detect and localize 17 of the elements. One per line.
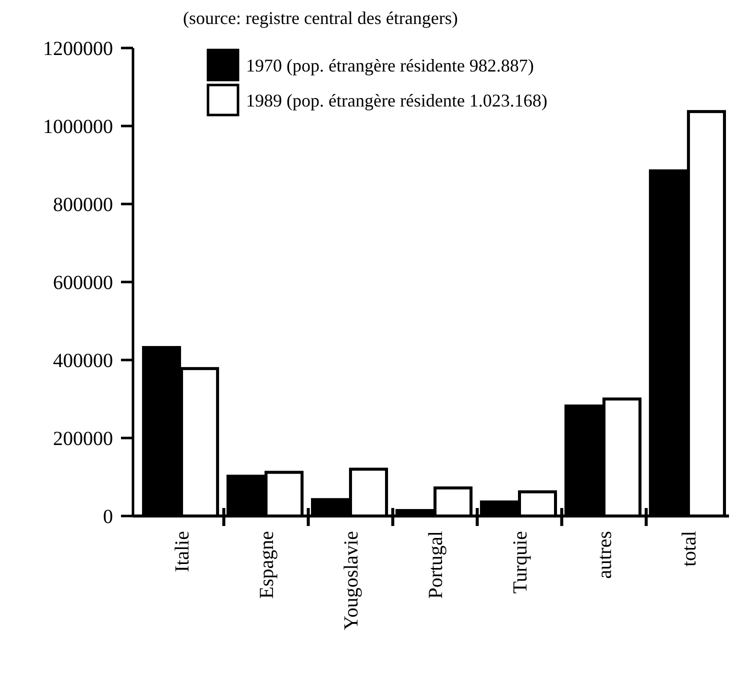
x-tick-label: Yougoslavie: [340, 530, 363, 630]
legend-label: 1970 (pop. étrangère résidente 982.887): [246, 55, 534, 76]
y-tick-label: 200000: [53, 428, 113, 450]
y-tick-label: 1000000: [43, 116, 113, 138]
text: (source: registre central des étrangers): [183, 8, 458, 28]
x-tick-label: Turquie: [509, 530, 532, 594]
x-tick-label: Italie: [172, 530, 194, 572]
x-tick-label: Portugal: [425, 530, 447, 599]
y-tick-label: 400000: [53, 350, 113, 372]
y-tick-label: 0: [103, 506, 113, 528]
y-tick-label: 1200000: [43, 38, 113, 60]
x-tick-label: total: [678, 530, 700, 567]
x-tick-label: autres: [594, 530, 616, 579]
y-tick-label: 600000: [53, 272, 113, 294]
legend-label: 1989 (pop. étrangère résidente 1.023.168): [246, 90, 548, 110]
y-tick-label: 800000: [53, 194, 113, 216]
x-tick-label: Espagne: [256, 530, 278, 599]
